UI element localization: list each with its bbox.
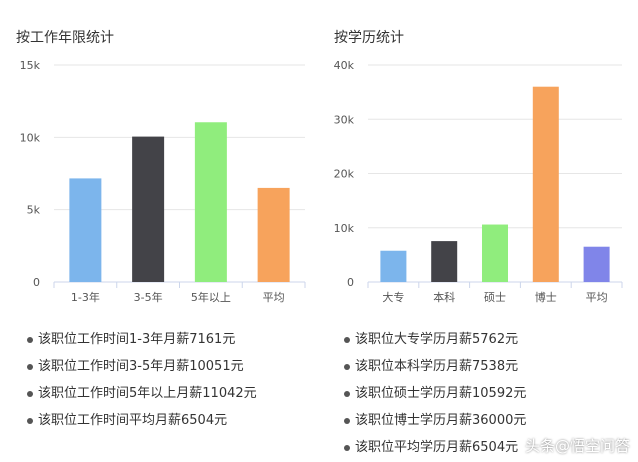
note-item: 该职位博士学历月薪36000元: [344, 407, 526, 434]
note-item: 该职位大专学历月薪5762元: [344, 326, 526, 353]
bar[interactable]: [69, 178, 102, 282]
y-tick-label: 0: [347, 276, 354, 289]
bullet-dot-icon: [27, 391, 33, 397]
note-text: 该职位博士学历月薪36000元: [355, 413, 527, 428]
panel-education: 按学历统计 0 10k 20k 30k 40k 大专 本科 硕士 博士 平均 该职位大专学历月薪5…: [319, 0, 638, 462]
y-tick-label: 20k: [334, 168, 355, 181]
note-text: 该职位大专学历月薪5762元: [355, 332, 519, 347]
panel-work-years: 按工作年限统计 0 5k 10k 15k 1-3年 3-5年 5年以上 平均 该职位工作时间1…: [16, 30, 306, 434]
note-text: 该职位平均学历月薪6504元: [355, 440, 519, 455]
x-tick-label: 硕士: [484, 291, 506, 304]
bar[interactable]: [532, 86, 559, 282]
x-tick-label: 平均: [586, 291, 608, 304]
x-tick-label: 3-5年: [134, 290, 163, 304]
bullet-dot-icon: [27, 418, 33, 424]
x-tick-label: 5年以上: [191, 290, 231, 304]
bullet-dot-icon: [344, 391, 350, 397]
chart-title-work-years: 按工作年限统计: [16, 30, 114, 46]
watermark: 头条@悟空问答: [524, 437, 630, 455]
notes-work-years: 该职位工作时间1-3年月薪7161元 该职位工作时间3-5年月薪10051元 该…: [27, 326, 257, 434]
note-item: 该职位硕士学历月薪10592元: [344, 380, 526, 407]
bullet-dot-icon: [344, 364, 350, 370]
y-tick-label: 5k: [27, 204, 41, 217]
notes-education: 该职位大专学历月薪5762元 该职位本科学历月薪7538元 该职位硕士学历月薪1…: [344, 326, 526, 461]
note-item: 该职位工作时间平均月薪6504元: [27, 407, 257, 434]
x-tick-label: 博士: [535, 291, 557, 304]
y-tick-label: 10k: [20, 131, 41, 144]
y-tick-label: 40k: [334, 59, 355, 72]
chart-title-education: 按学历统计: [334, 30, 404, 46]
bullet-dot-icon: [344, 418, 350, 424]
bullet-dot-icon: [27, 364, 33, 370]
note-item: 该职位平均学历月薪6504元: [344, 434, 526, 461]
y-tick-label: 30k: [334, 113, 355, 126]
y-tick-label: 10k: [334, 222, 355, 235]
note-text: 该职位硕士学历月薪10592元: [355, 386, 527, 401]
bar-chart-work-years: 0 5k 10k 15k 1-3年 3-5年 5年以上 平均: [20, 59, 306, 304]
bullet-dot-icon: [344, 337, 350, 343]
bar[interactable]: [380, 250, 407, 282]
bar[interactable]: [482, 224, 508, 282]
bar[interactable]: [431, 241, 458, 282]
y-tick-label: 0: [33, 276, 40, 289]
y-tick-label: 15k: [20, 59, 41, 72]
x-tick-label: 1-3年: [71, 290, 100, 304]
note-text: 该职位本科学历月薪7538元: [355, 359, 519, 374]
x-tick-label: 大专: [382, 290, 404, 304]
x-tick-label: 平均: [263, 291, 285, 304]
note-item: 该职位本科学历月薪7538元: [344, 353, 526, 380]
note-text: 该职位工作时间平均月薪6504元: [38, 413, 228, 428]
note-item: 该职位工作时间5年以上月薪11042元: [27, 380, 257, 407]
note-item: 该职位工作时间3-5年月薪10051元: [27, 353, 257, 380]
bar-chart-education: 0 10k 20k 30k 40k 大专 本科 硕士 博士 平均: [334, 59, 623, 304]
bar[interactable]: [132, 136, 165, 282]
bar[interactable]: [194, 122, 227, 282]
bullet-dot-icon: [344, 445, 350, 451]
bar[interactable]: [257, 187, 290, 282]
note-text: 该职位工作时间1-3年月薪7161元: [38, 332, 236, 347]
note-item: 该职位工作时间1-3年月薪7161元: [27, 326, 257, 353]
note-text: 该职位工作时间5年以上月薪11042元: [38, 386, 257, 401]
x-tick-label: 本科: [433, 290, 455, 304]
bar[interactable]: [583, 246, 610, 282]
note-text: 该职位工作时间3-5年月薪10051元: [38, 359, 244, 374]
bullet-dot-icon: [27, 337, 33, 343]
